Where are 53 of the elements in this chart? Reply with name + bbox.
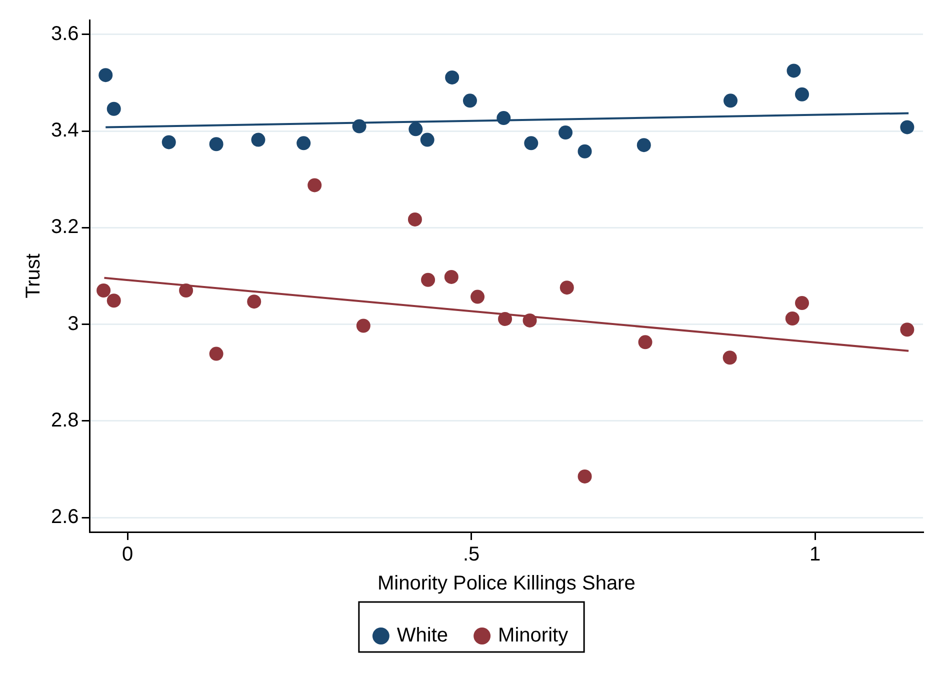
- point: [98, 68, 113, 82]
- point: [900, 120, 914, 134]
- point: [179, 283, 194, 298]
- y-tick-label: 3.4: [50, 120, 79, 142]
- point: [162, 135, 176, 150]
- point: [578, 469, 592, 484]
- point: [470, 290, 485, 304]
- point: [795, 87, 810, 102]
- point: [524, 136, 538, 150]
- point: [786, 64, 801, 78]
- point: [308, 178, 322, 192]
- point: [251, 132, 266, 147]
- y-tick-label: 3: [68, 312, 79, 335]
- point: [106, 294, 121, 308]
- x-tick-label: .5: [462, 544, 480, 566]
- point: [785, 312, 800, 326]
- point: [247, 294, 262, 309]
- point: [638, 335, 652, 350]
- point: [408, 212, 422, 226]
- y-axis-title: Trust: [22, 253, 45, 298]
- y-tick-label: 2.6: [50, 506, 79, 528]
- point: [724, 94, 738, 108]
- point: [96, 283, 111, 298]
- point: [356, 318, 370, 333]
- x-tick-label: 0: [122, 544, 134, 566]
- point: [795, 296, 810, 310]
- legend-label: Minority: [498, 624, 568, 647]
- point: [636, 138, 651, 152]
- point: [462, 94, 477, 108]
- point: [106, 102, 121, 116]
- point: [420, 132, 434, 147]
- point: [722, 350, 737, 365]
- y-tick-label: 3.6: [50, 23, 79, 46]
- point: [900, 322, 914, 337]
- y-tick-label: 2.8: [50, 409, 79, 432]
- point: [496, 111, 511, 126]
- point: [445, 70, 460, 84]
- point: [522, 313, 537, 328]
- point: [578, 144, 592, 158]
- point: [408, 122, 423, 136]
- x-axis-title: Minority Police Killings Share: [377, 572, 636, 595]
- point: [421, 272, 436, 287]
- point: [209, 346, 224, 361]
- point: [352, 119, 366, 134]
- x-tick-label: 1: [810, 544, 821, 566]
- point: [498, 312, 512, 326]
- point: [558, 126, 573, 140]
- point: [296, 136, 311, 150]
- point: [444, 270, 458, 284]
- point: [560, 280, 574, 295]
- point: [209, 137, 224, 152]
- legend-label: White: [396, 624, 448, 647]
- y-tick-label: 3.2: [50, 216, 79, 238]
